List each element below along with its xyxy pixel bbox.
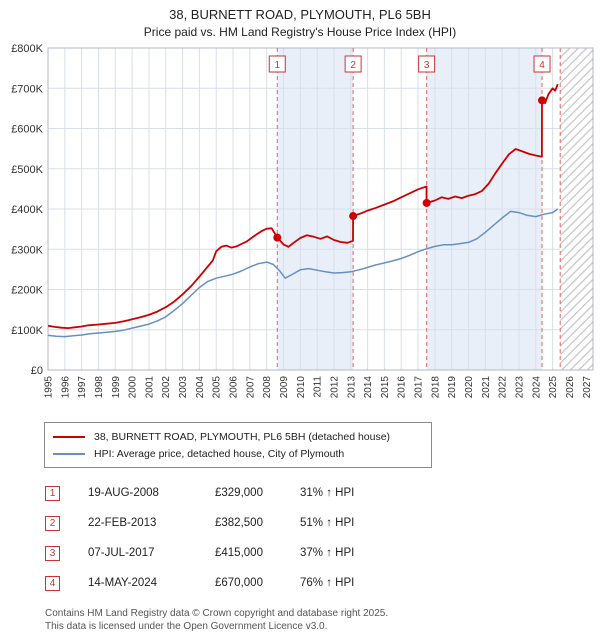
footer-line-1: Contains HM Land Registry data © Crown c… bbox=[45, 608, 389, 619]
x-tick-label: 2018 bbox=[430, 376, 441, 399]
x-tick-label: 2024 bbox=[531, 376, 542, 399]
x-tick-label: 2003 bbox=[178, 376, 189, 399]
title-block: 38, BURNETT ROAD, PLYMOUTH, PL6 5BH Pric… bbox=[0, 0, 600, 39]
page-title: 38, BURNETT ROAD, PLYMOUTH, PL6 5BH bbox=[169, 7, 431, 22]
x-tick-label: 2006 bbox=[229, 376, 240, 399]
sale-date: 14-MAY-2024 bbox=[88, 577, 158, 589]
chart-svg: 1 2 3 4 £0 £100K £200K £300K £400K £500K £600K £700… bbox=[11, 43, 594, 399]
sale-hpi-delta: 51% ↑ HPI bbox=[300, 517, 355, 529]
sale-flag-number-2: 2 bbox=[350, 60, 356, 71]
sale-date: 19-AUG-2008 bbox=[88, 487, 159, 499]
legend-label-hpi: HPI: Average price, detached house, City… bbox=[94, 447, 345, 460]
x-tick-label: 1999 bbox=[111, 376, 122, 399]
y-tick-label: £500K bbox=[11, 164, 43, 176]
sale-row-3: 3 07-JUL-2017 £415,000 37% ↑ HPI bbox=[45, 538, 600, 568]
sale-marker-1 bbox=[273, 233, 282, 242]
x-tick-label: 2005 bbox=[212, 376, 223, 399]
x-tick-label: 2022 bbox=[498, 376, 509, 399]
sale-row-1: 1 19-AUG-2008 £329,000 31% ↑ HPI bbox=[45, 478, 600, 508]
legend-item-hpi: HPI: Average price, detached house, City… bbox=[53, 445, 423, 462]
y-tick-label: £100K bbox=[11, 325, 43, 337]
sale-flag-3 bbox=[418, 55, 436, 73]
y-tick-label: £200K bbox=[11, 285, 43, 297]
price-chart: 1 2 3 4 £0 £100K £200K £300K £400K £500K £600K £700… bbox=[0, 40, 600, 420]
sale-marker-4 bbox=[538, 96, 547, 105]
x-tick-label: 2021 bbox=[481, 376, 492, 399]
sale-flag-number-3: 3 bbox=[424, 60, 430, 71]
legend-label-property: 38, BURNETT ROAD, PLYMOUTH, PL6 5BH (det… bbox=[94, 430, 391, 443]
sale-price: £329,000 bbox=[215, 487, 263, 499]
x-tick-label: 2008 bbox=[262, 376, 273, 399]
page-subtitle: Price paid vs. HM Land Registry's House … bbox=[143, 25, 457, 39]
sale-flag-number-4: 4 bbox=[539, 60, 545, 71]
plot-border bbox=[47, 47, 594, 371]
sale-flag-2 bbox=[344, 55, 362, 73]
x-tick-label: 2017 bbox=[414, 376, 425, 399]
y-tick-label: £800K bbox=[11, 43, 43, 55]
future-hatch-region bbox=[560, 48, 593, 370]
x-tick-label: 2019 bbox=[447, 376, 458, 399]
x-tick-label: 2004 bbox=[195, 376, 206, 399]
sale-price: £382,500 bbox=[215, 517, 263, 529]
sale-hpi-delta: 37% ↑ HPI bbox=[300, 547, 355, 559]
x-tick-label: 1998 bbox=[94, 376, 105, 399]
sale-price: £670,000 bbox=[215, 577, 263, 589]
sale-number-badge: 1 bbox=[45, 485, 60, 501]
sale-hpi-delta: 31% ↑ HPI bbox=[300, 487, 355, 499]
x-tick-label: 2002 bbox=[161, 376, 172, 399]
sale-row-4: 4 14-MAY-2024 £670,000 76% ↑ HPI bbox=[45, 568, 600, 598]
sale-date: 07-JUL-2017 bbox=[88, 547, 155, 559]
x-tick-label: 2020 bbox=[464, 376, 475, 399]
hpi-line-swatch bbox=[53, 452, 85, 455]
sale-hpi-delta: 76% ↑ HPI bbox=[300, 577, 355, 589]
x-tick-label: 2026 bbox=[565, 376, 576, 399]
y-tick-label: £400K bbox=[11, 204, 43, 216]
property-price-line bbox=[47, 83, 559, 330]
sale-date: 22-FEB-2013 bbox=[88, 517, 157, 529]
x-tick-label: 2000 bbox=[128, 376, 139, 399]
x-tick-label: 1997 bbox=[77, 376, 88, 399]
property-line-swatch bbox=[53, 435, 85, 438]
y-tick-label: £600K bbox=[11, 124, 43, 136]
sale-marker-2 bbox=[349, 212, 358, 221]
y-tick-label: £0 bbox=[31, 365, 43, 377]
x-tick-label: 2016 bbox=[397, 376, 408, 399]
x-tick-label: 1996 bbox=[60, 376, 71, 399]
x-tick-label: 2025 bbox=[548, 376, 559, 399]
y-tick-label: £700K bbox=[11, 83, 43, 95]
sale-number-badge: 2 bbox=[45, 515, 60, 531]
license-footer: Contains HM Land Registry data © Crown c… bbox=[45, 607, 600, 633]
x-tick-label: 2007 bbox=[245, 376, 256, 399]
x-tick-label: 2011 bbox=[313, 376, 324, 398]
x-tick-label: 2023 bbox=[514, 376, 525, 399]
x-tick-label: 2027 bbox=[582, 376, 593, 399]
x-tick-label: 2001 bbox=[144, 376, 155, 399]
x-tick-label: 2010 bbox=[296, 376, 307, 399]
y-tick-label: £300K bbox=[11, 244, 43, 256]
legend-item-property: 38, BURNETT ROAD, PLYMOUTH, PL6 5BH (det… bbox=[53, 428, 423, 445]
chart-legend: 38, BURNETT ROAD, PLYMOUTH, PL6 5BH (det… bbox=[44, 422, 432, 468]
x-tick-label: 2014 bbox=[363, 376, 374, 399]
sale-number-badge: 4 bbox=[45, 575, 60, 591]
sale-marker-3 bbox=[422, 198, 431, 207]
x-tick-label: 2015 bbox=[380, 376, 391, 399]
sale-row-2: 2 22-FEB-2013 £382,500 51% ↑ HPI bbox=[45, 508, 600, 538]
sale-flag-1 bbox=[268, 55, 286, 73]
sale-price: £415,000 bbox=[215, 547, 263, 559]
x-tick-label: 2012 bbox=[329, 376, 340, 399]
sales-table: 1 19-AUG-2008 £329,000 31% ↑ HPI 2 22-FEB-201… bbox=[45, 478, 600, 598]
sale-number-badge: 3 bbox=[45, 545, 60, 561]
footer-line-2: This data is licensed under the Open Gov… bbox=[45, 621, 328, 632]
sale-flag-4 bbox=[533, 55, 551, 73]
x-tick-label: 2009 bbox=[279, 376, 290, 399]
sale-flag-number-1: 1 bbox=[274, 60, 280, 71]
x-tick-label: 1995 bbox=[44, 376, 55, 399]
x-tick-label: 2013 bbox=[346, 376, 357, 399]
hpi-line bbox=[47, 208, 559, 338]
